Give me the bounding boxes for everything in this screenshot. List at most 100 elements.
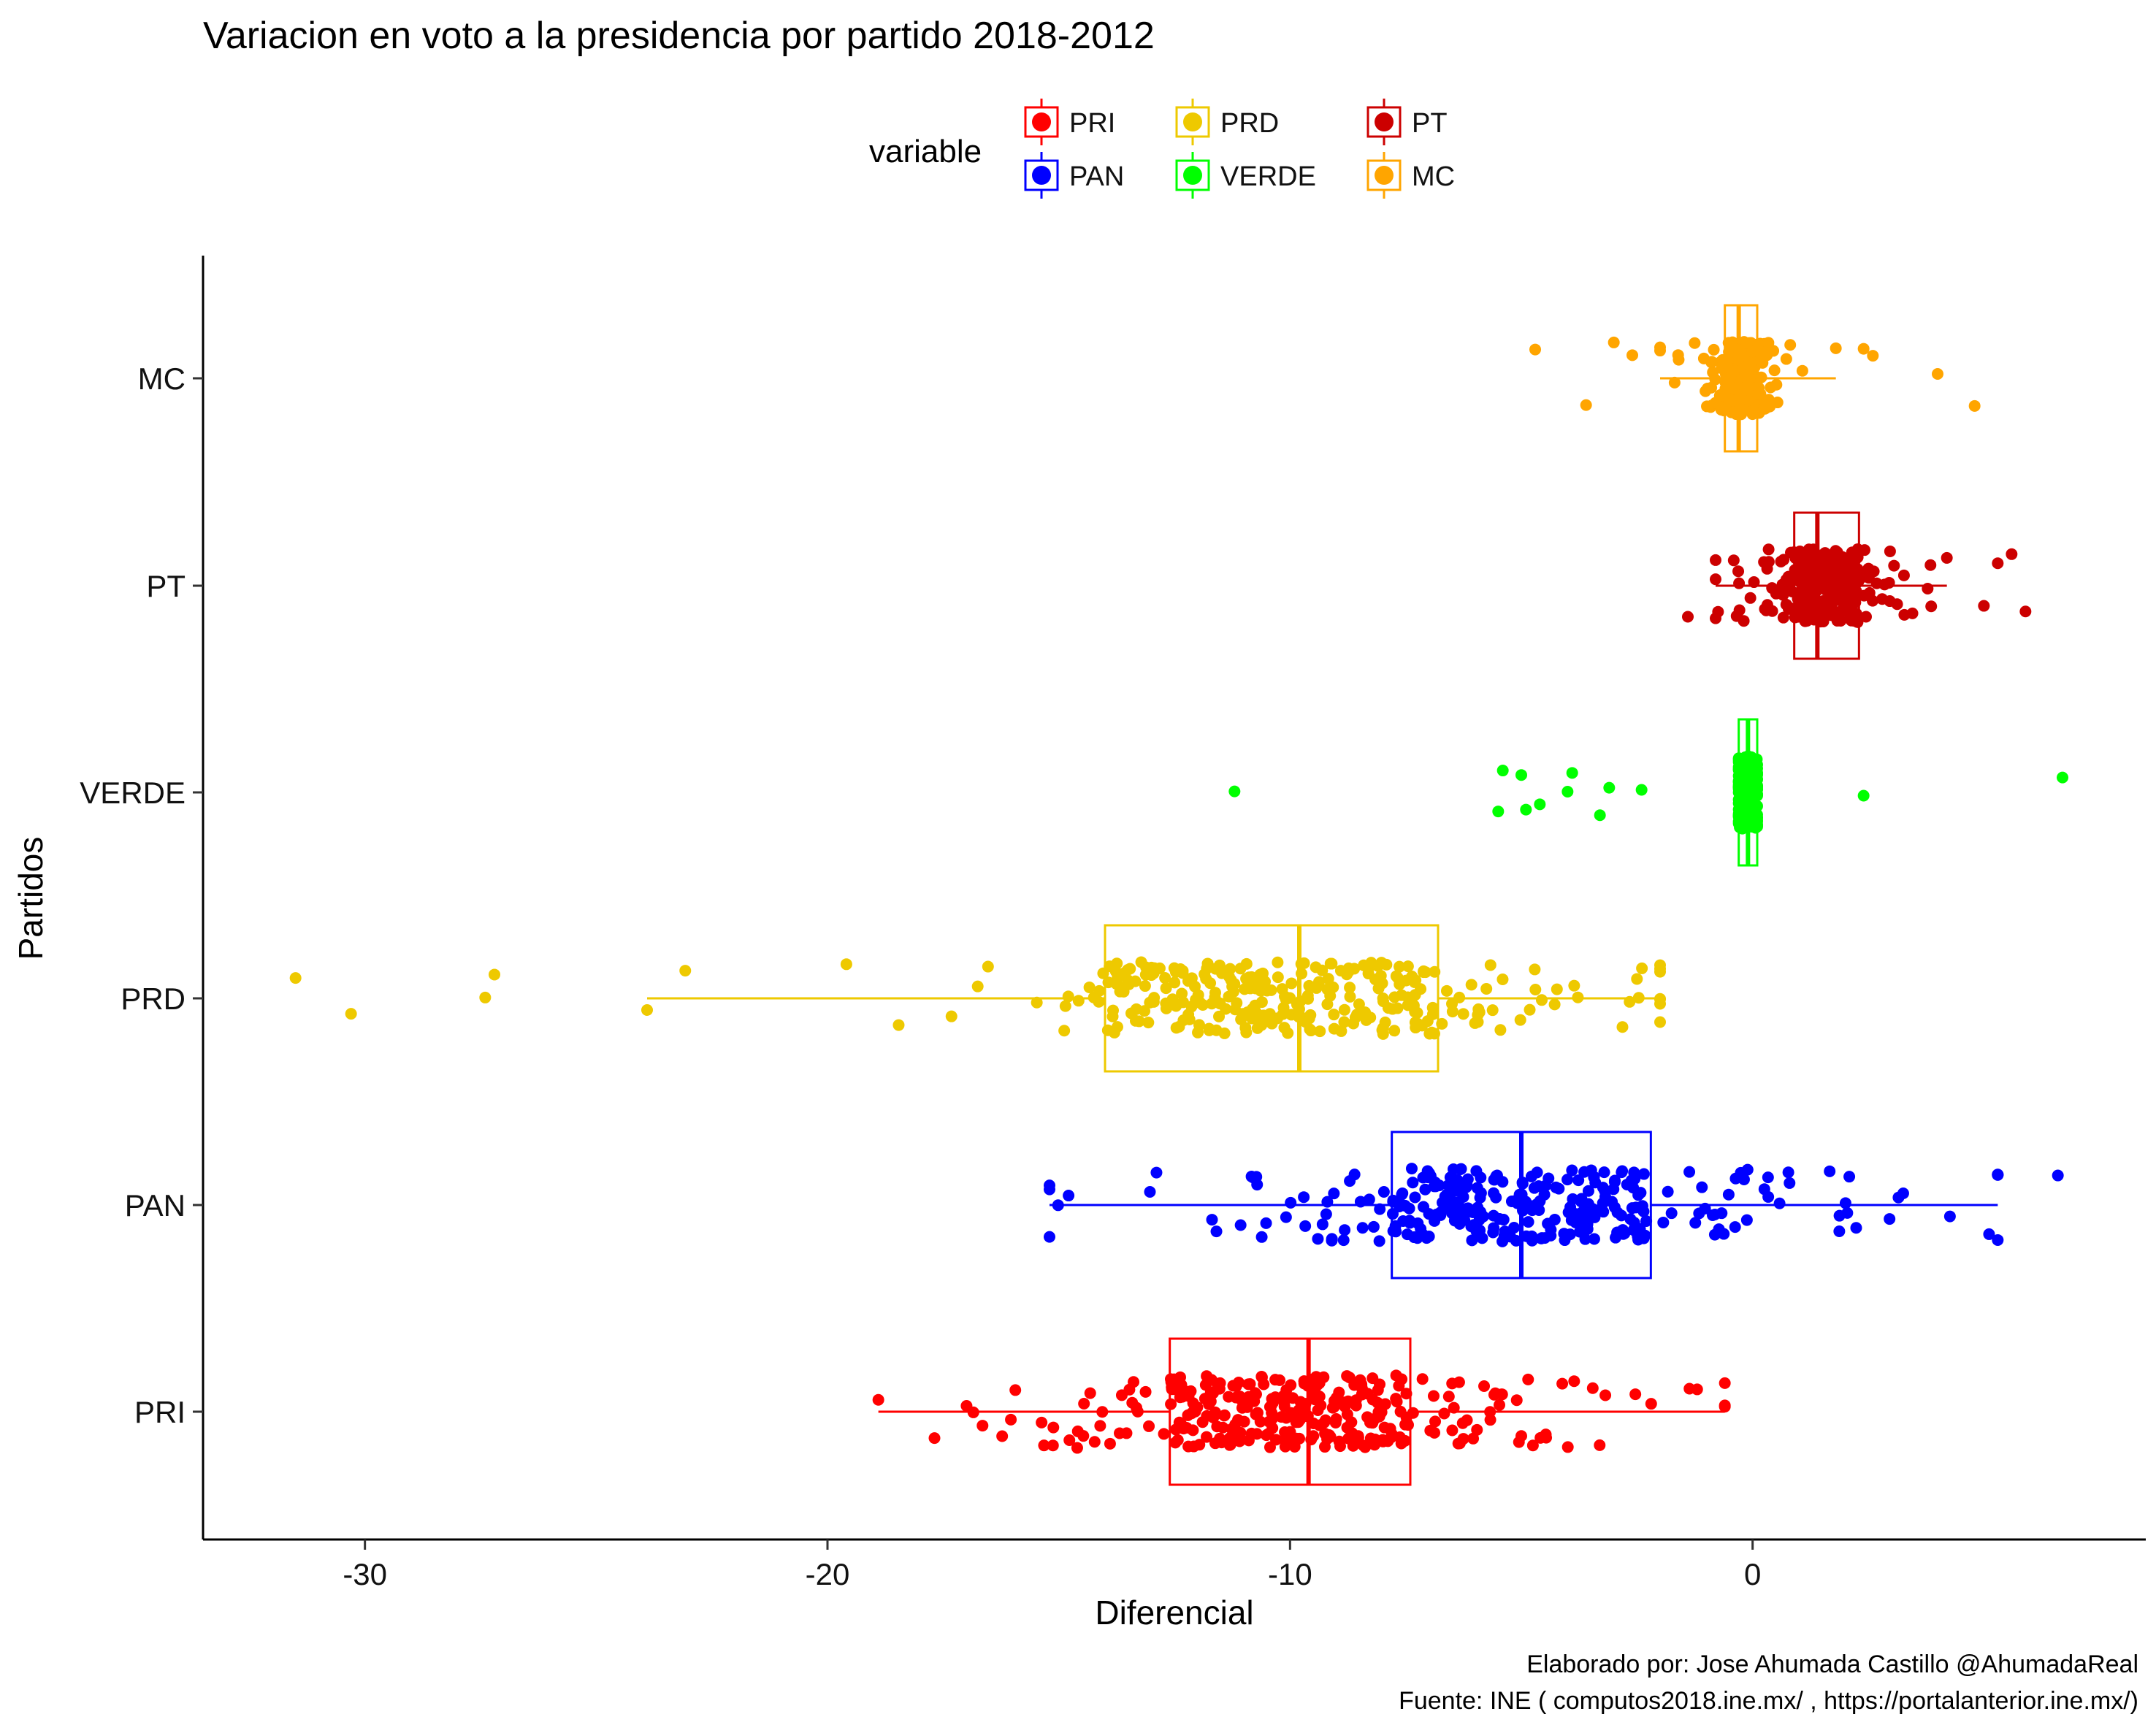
data-point [945, 1010, 957, 1022]
data-point [1405, 1163, 1418, 1175]
data-point [1187, 1397, 1199, 1410]
y-tick-label: PAN [125, 1188, 186, 1223]
data-point [1314, 1025, 1326, 1038]
data-point [1009, 1384, 1022, 1396]
data-point [1404, 1217, 1416, 1229]
data-point [1280, 1384, 1293, 1396]
data-point [1668, 376, 1681, 389]
data-point [1626, 1202, 1638, 1215]
data-point [1536, 994, 1548, 1006]
data-point [1417, 1171, 1429, 1184]
data-point [1883, 576, 1895, 589]
outlier-point [1654, 965, 1666, 978]
legend-label: PT [1412, 108, 1448, 139]
data-point [1218, 1410, 1231, 1422]
data-point [1322, 973, 1334, 985]
data-point [1344, 990, 1356, 1003]
data-point [1761, 349, 1773, 362]
legend-label: PRI [1069, 108, 1115, 139]
data-point [1323, 1428, 1335, 1441]
data-point [1467, 1432, 1480, 1445]
data-point [1083, 981, 1096, 993]
data-point [1566, 1164, 1578, 1177]
data-point [1629, 1388, 1642, 1401]
outlier-point [1044, 1179, 1055, 1192]
data-point [1796, 364, 1808, 377]
data-point [1270, 1434, 1282, 1446]
data-point [1272, 956, 1284, 968]
data-point [1353, 998, 1365, 1011]
data-point [1416, 1373, 1429, 1385]
data-point [967, 1406, 979, 1418]
data-point [1234, 1435, 1246, 1447]
data-point [1241, 1401, 1253, 1413]
data-point [1862, 562, 1875, 575]
data-point [1350, 1399, 1362, 1412]
data-point [1117, 985, 1130, 998]
data-point [1632, 1189, 1645, 1201]
data-point [1510, 1394, 1523, 1407]
data-point [1645, 1398, 1657, 1410]
data-point [1183, 1013, 1196, 1025]
outlier-point [1682, 611, 1694, 623]
data-point [1735, 393, 1748, 405]
data-point [1453, 1376, 1465, 1388]
data-point [1843, 555, 1855, 567]
data-point [1545, 1229, 1557, 1242]
y-tick-label: MC [138, 362, 186, 396]
series-prd [289, 924, 1666, 1073]
data-point [1344, 982, 1356, 994]
outlier-point [1580, 399, 1592, 411]
data-point [1169, 976, 1181, 989]
data-point [1382, 1002, 1394, 1014]
data-point [1402, 960, 1414, 973]
data-point [1825, 609, 1838, 621]
data-point [1784, 601, 1796, 613]
data-point [1616, 1021, 1629, 1033]
data-point [1318, 1441, 1331, 1453]
data-point [1744, 592, 1756, 604]
data-point [1798, 593, 1811, 605]
data-point [1799, 615, 1811, 627]
data-point [1285, 1407, 1297, 1419]
data-point [1708, 343, 1720, 356]
data-point [1733, 604, 1746, 616]
data-point [1344, 1175, 1356, 1187]
data-point [1358, 959, 1370, 971]
data-point [1170, 1022, 1182, 1034]
data-point [1716, 362, 1728, 375]
data-point [1496, 974, 1509, 986]
data-point [1293, 1011, 1305, 1023]
data-point [1369, 974, 1382, 986]
data-point [1429, 1415, 1442, 1428]
data-point [1407, 999, 1420, 1011]
series-pri [872, 1337, 1731, 1486]
data-point [1625, 1174, 1637, 1187]
outlier-point [1732, 761, 1745, 773]
data-point [1475, 1171, 1487, 1184]
legend-label: MC [1412, 161, 1455, 192]
data-point [1139, 980, 1151, 992]
data-point [1716, 1207, 1728, 1220]
data-point [1672, 349, 1684, 362]
data-point [1786, 585, 1798, 597]
data-point [1755, 371, 1767, 383]
data-point [1228, 978, 1241, 990]
data-point [1044, 1231, 1055, 1243]
data-point [1599, 1185, 1611, 1197]
data-point [1599, 1389, 1612, 1401]
y-tick-label: PT [146, 569, 186, 603]
data-point [1497, 1214, 1510, 1226]
data-point [1402, 1419, 1414, 1431]
data-point [1438, 1407, 1450, 1420]
data-point [1120, 1427, 1133, 1439]
data-point [1732, 353, 1744, 366]
data-point [1269, 1374, 1282, 1386]
data-point [1906, 607, 1919, 619]
data-point [1410, 1022, 1422, 1034]
data-point [1639, 1229, 1651, 1242]
data-point [1839, 1197, 1851, 1209]
data-point [1748, 576, 1760, 589]
data-point [1766, 582, 1778, 594]
